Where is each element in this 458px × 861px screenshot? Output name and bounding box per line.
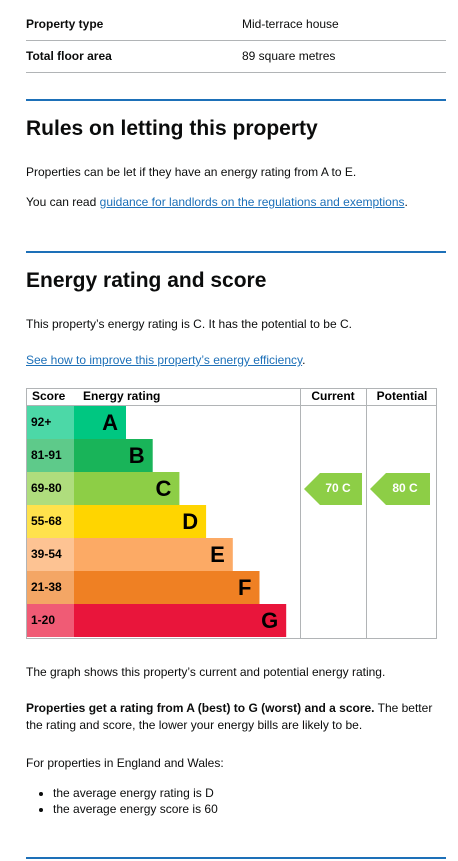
score-cell — [27, 571, 74, 604]
band-bar — [74, 406, 126, 439]
band-letter: A — [102, 410, 118, 435]
score-range: 69-80 — [31, 481, 62, 495]
text: . — [302, 353, 306, 367]
paragraph: You can read guidance for landlords on t… — [26, 194, 408, 211]
value: Mid-terrace house — [242, 17, 339, 31]
section-rule — [26, 857, 446, 859]
score-cell — [27, 538, 74, 571]
section-rule — [26, 99, 446, 101]
band-letter: D — [182, 509, 198, 534]
paragraph: The graph shows this property’s current … — [26, 665, 386, 679]
band-bar — [74, 538, 233, 571]
score-range: 81-91 — [31, 448, 62, 462]
score-cell — [27, 439, 74, 472]
band-bar — [74, 505, 207, 538]
score-range: 55-68 — [31, 514, 62, 528]
band-bar — [74, 604, 287, 637]
score-cell — [27, 505, 74, 538]
section-rule — [26, 251, 446, 253]
score-range: 21-38 — [31, 580, 62, 594]
link[interactable]: guidance for landlords on the regulation… — [99, 195, 405, 209]
bold-text: Properties get a rating from A (best) to… — [26, 701, 375, 715]
label: Property type — [26, 17, 104, 31]
potential-rating: 80 C — [392, 481, 418, 495]
bullet: the average energy rating is D — [53, 785, 453, 801]
heading: Rules on letting this property — [26, 117, 318, 140]
paragraph: Properties can be let if they have an en… — [26, 165, 357, 179]
bullet: the average energy score is 60 — [53, 801, 453, 817]
link[interactable]: See how to improve this property’s energ… — [26, 353, 303, 367]
band-bar — [74, 472, 180, 505]
current-rating: 70 C — [325, 481, 351, 495]
score-range: 92+ — [31, 415, 51, 429]
bullet-list: the average energy rating is D the avera… — [26, 785, 453, 817]
paragraph: For properties in England and Wales: — [26, 756, 224, 770]
header: Current — [311, 389, 354, 403]
paragraph: Properties get a rating from A (best) to… — [26, 700, 436, 734]
divider — [26, 40, 446, 41]
band-letter: F — [238, 575, 251, 600]
band-letter: G — [261, 608, 278, 633]
score-range: 39-54 — [31, 547, 62, 561]
band-letter: B — [129, 443, 145, 468]
text: You can read — [26, 195, 97, 209]
divider — [26, 72, 446, 73]
band-letter: C — [156, 476, 172, 501]
score-range: 1-20 — [31, 613, 55, 627]
score-cell — [27, 406, 74, 439]
text: The better the rating and score, the low… — [26, 701, 433, 732]
text: . — [404, 195, 408, 209]
potential-arrow — [370, 473, 430, 505]
header: Energy rating — [83, 389, 160, 403]
header: Score — [32, 389, 66, 403]
header: Potential — [377, 389, 428, 403]
value: 89 square metres — [242, 49, 336, 63]
label: Total floor area — [26, 49, 112, 63]
current-arrow — [304, 473, 362, 505]
graph-border — [26, 388, 437, 639]
heading: Energy rating and score — [26, 269, 267, 292]
band-bar — [74, 571, 260, 604]
paragraph: This property’s energy rating is C. It h… — [26, 317, 352, 331]
paragraph: See how to improve this property’s energ… — [26, 352, 305, 369]
band-bar — [74, 439, 153, 472]
energy-graph: Score Energy rating Current Potential 92… — [26, 388, 437, 639]
band-letter: E — [210, 542, 225, 567]
score-cell — [27, 604, 74, 637]
score-cell — [27, 472, 74, 505]
